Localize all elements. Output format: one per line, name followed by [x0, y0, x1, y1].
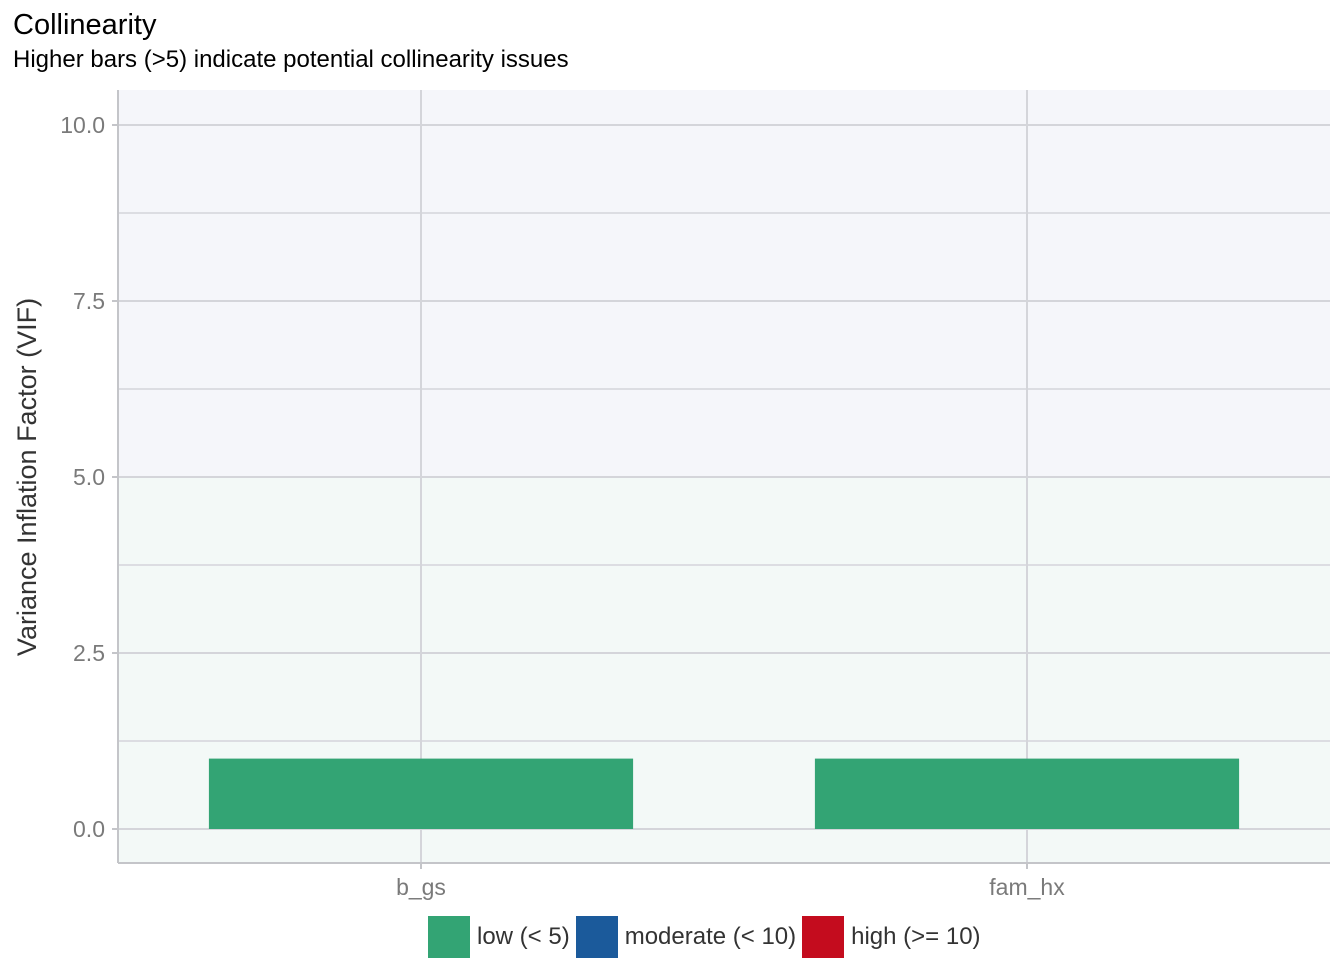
x-tick-label-fam_hx: fam_hx: [989, 874, 1065, 900]
y-tick-label-4: 10.0: [60, 112, 105, 138]
legend-item-moderate: moderate (< 10): [575, 916, 797, 958]
band-1: [118, 90, 1330, 477]
y-tick-label-2: 5.0: [73, 464, 105, 490]
legend-label-high: high (>= 10): [851, 923, 981, 950]
band-base: [118, 829, 1330, 863]
legend-swatch-high: [802, 916, 845, 958]
chart-subtitle: Higher bars (>5) indicate potential coll…: [13, 46, 569, 73]
y-tick-label-3: 7.5: [73, 288, 105, 314]
chart-title: Collinearity: [13, 9, 157, 41]
y-axis-title: Variance Inflation Factor (VIF): [12, 298, 42, 656]
legend-label-moderate: moderate (< 10): [624, 923, 797, 950]
legend-swatch-moderate: [575, 916, 618, 958]
y-tick-label-0: 0.0: [73, 816, 105, 842]
legend-item-low: low (< 5): [428, 916, 570, 958]
x-tick-label-b_gs: b_gs: [396, 874, 446, 900]
legend: low (< 5) moderate (< 10) high (>= 10): [428, 916, 987, 958]
y-tick-label-1: 2.5: [73, 640, 105, 666]
legend-swatch-low: [428, 916, 470, 958]
legend-label-low: low (< 5): [477, 923, 570, 950]
legend-item-high: high (>= 10): [802, 916, 981, 958]
bar-b_gs: [208, 758, 634, 829]
bar-fam_hx: [814, 758, 1240, 829]
